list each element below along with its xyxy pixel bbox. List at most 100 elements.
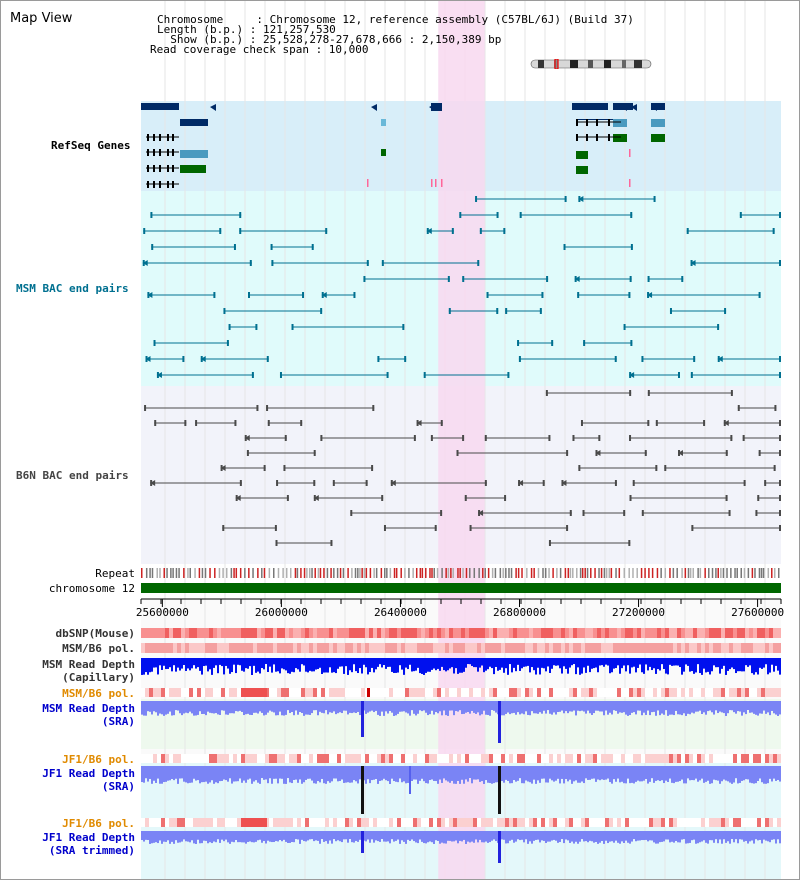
- jf1-sra-depth-bar: [307, 766, 309, 779]
- jf1-sra-depth-bar: [289, 766, 291, 783]
- capillary-depth-bar: [413, 658, 415, 672]
- jf1-sra-depth-bar: [659, 766, 661, 782]
- msm-pol-cell: [737, 643, 741, 653]
- jf1-trim-depth-bar: [365, 831, 367, 842]
- jf1-trim-depth-bar: [615, 831, 617, 841]
- msm-sra-depth-bar: [295, 701, 297, 711]
- jf1-pol-trim-cell: [529, 818, 533, 827]
- jf1-pol-cell: [673, 754, 677, 763]
- jf1-trim-depth-bar: [181, 831, 183, 842]
- b6n-bac-pair-end: [629, 390, 632, 396]
- msm-sra-depth-bar: [549, 701, 551, 714]
- dbsnp-cell: [309, 628, 313, 638]
- jf1-trim-depth-bar: [561, 831, 563, 840]
- jf1-pol-cell: [681, 754, 685, 763]
- b6n-bac-pair-end: [154, 420, 157, 426]
- msm-pol-cell: [269, 643, 273, 653]
- capillary-depth-bar: [209, 658, 211, 670]
- jf1-sra-depth-bar: [661, 766, 663, 781]
- jf1-pol-cell: [445, 754, 449, 763]
- jf1-pol-cell: [737, 754, 741, 763]
- msm-pol-cell: [649, 643, 653, 653]
- chromosome-info: Chromosome : Chromosome 12, reference as…: [157, 13, 634, 26]
- jf1-sra-depth-bar: [225, 766, 227, 781]
- msm-bac-pair-end: [402, 324, 405, 330]
- capillary-depth-bar: [761, 658, 763, 669]
- jf1-trim-depth-bar: [743, 831, 745, 842]
- jf1-sra-depth-bar: [743, 766, 745, 781]
- dbsnp-cell: [189, 628, 193, 638]
- jf1-pol-cell: [173, 754, 177, 763]
- jf1-pol-cell: [181, 754, 185, 763]
- msm-sra-depth-bar: [567, 701, 569, 714]
- jf1-trim-depth-bar: [183, 831, 185, 840]
- msm-sra-depth-bar: [177, 701, 179, 711]
- jf1-pol-cell: [669, 754, 673, 763]
- jf1-sra-depth-bar: [309, 766, 311, 779]
- dbsnp-cell: [329, 628, 333, 638]
- msm-pol-sra-cell: [517, 688, 521, 697]
- dbsnp-cell: [317, 628, 321, 638]
- msm-sra-depth-bar: [175, 701, 177, 711]
- msm-sra-depth-bar: [203, 701, 205, 714]
- capillary-depth-bar: [557, 658, 559, 666]
- jf1-sra-depth-bar: [569, 766, 571, 780]
- msm-bac-pair-end: [291, 324, 294, 330]
- dbsnp-cell: [577, 628, 581, 638]
- jf1-trim-depth-bar: [595, 831, 597, 842]
- b6n-bac-pair-end: [779, 435, 781, 441]
- repeat-element: [544, 568, 547, 578]
- msm-pol-sra-cell: [453, 688, 457, 697]
- repeat-element: [450, 568, 452, 578]
- capillary-depth-bar: [689, 658, 691, 672]
- refseq-exon: [159, 149, 161, 156]
- b6n-bac-pair-arrow: [390, 480, 396, 486]
- refseq-genes-label: RefSeq Genes: [51, 139, 131, 152]
- msm-sra-depth-bar: [723, 701, 725, 714]
- capillary-depth-bar: [465, 658, 467, 668]
- capillary-depth-bar: [697, 658, 699, 665]
- msm-pol-sra-cell: [765, 688, 769, 697]
- b6n-bac-pair-end: [456, 450, 459, 456]
- msm-pol-sra-cell: [577, 688, 581, 697]
- jf1-sra-depth-bar: [167, 766, 169, 781]
- msm-bac-pair-end: [623, 324, 626, 330]
- jf1-pol-cell: [509, 754, 513, 763]
- jf1-trim-depth-bar: [689, 831, 691, 843]
- jf1-trim-depth-bar: [209, 831, 211, 843]
- msm-sra-depth-bar: [219, 701, 221, 715]
- dbsnp-cell: [153, 628, 157, 638]
- b6n-bac-pair-end: [144, 405, 147, 411]
- jf1-pol-trim-cell: [473, 818, 477, 827]
- capillary-depth-bar: [333, 658, 335, 673]
- jf1-pol-cell: [153, 754, 157, 763]
- jf1-pol-trim-cell: [357, 818, 361, 827]
- capillary-depth-bar: [447, 658, 449, 671]
- jf1-trim-depth-bar: [369, 831, 371, 843]
- jf1-pol-trim-cell: [477, 818, 481, 827]
- jf1-pol-cell: [385, 754, 389, 763]
- jf1-pol-cell: [749, 754, 753, 763]
- jf1-trim-depth-bar: [421, 831, 423, 842]
- jf1-sra-depth-bar: [455, 766, 457, 784]
- capillary-depth-bar: [253, 658, 255, 666]
- dbsnp-cell: [677, 628, 681, 638]
- msm-bac-pair-end: [239, 228, 242, 234]
- jf1-trim-depth-bar: [305, 831, 307, 842]
- jf1-trim-depth-bar: [479, 831, 481, 840]
- msm-sra-depth-bar: [199, 701, 201, 712]
- dbsnp-cell: [301, 628, 305, 638]
- jf1-trim-depth-bar: [259, 831, 261, 840]
- jf1-trim-depth-bar: [165, 831, 167, 842]
- b6n-bac-pair-end: [725, 450, 728, 456]
- chromosome-ideogram[interactable]: [530, 54, 652, 70]
- b6n-bac-pair-end: [246, 450, 249, 456]
- capillary-depth-bar: [327, 658, 329, 673]
- jf1-sra-depth-bar: [557, 766, 559, 779]
- jf1-sra-depth-bar: [609, 766, 611, 783]
- msm-bac-pair-end: [690, 372, 693, 378]
- jf1-pol-trim-cell: [745, 818, 749, 827]
- refseq-marker: [441, 179, 443, 187]
- jf1-pol-trim-cell: [713, 818, 717, 827]
